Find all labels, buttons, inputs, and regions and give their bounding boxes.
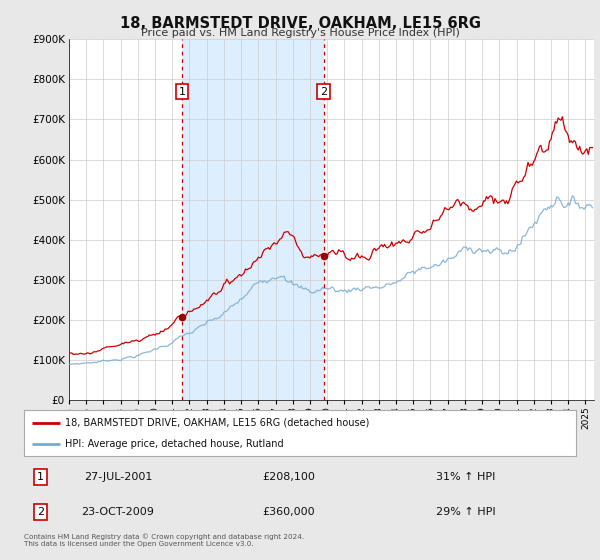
Text: 1: 1 [179, 87, 185, 96]
Text: 23-OCT-2009: 23-OCT-2009 [82, 507, 154, 517]
Text: 18, BARMSTEDT DRIVE, OAKHAM, LE15 6RG (detached house): 18, BARMSTEDT DRIVE, OAKHAM, LE15 6RG (d… [65, 418, 370, 428]
Text: 27-JUL-2001: 27-JUL-2001 [83, 472, 152, 482]
Text: 2: 2 [320, 87, 328, 96]
Text: HPI: Average price, detached house, Rutland: HPI: Average price, detached house, Rutl… [65, 439, 284, 449]
Text: Contains HM Land Registry data © Crown copyright and database right 2024.
This d: Contains HM Land Registry data © Crown c… [24, 533, 304, 547]
Text: 29% ↑ HPI: 29% ↑ HPI [436, 507, 496, 517]
Text: 31% ↑ HPI: 31% ↑ HPI [436, 472, 495, 482]
Text: 2: 2 [37, 507, 44, 517]
Bar [182, 39, 324, 400]
Text: 18, BARMSTEDT DRIVE, OAKHAM, LE15 6RG: 18, BARMSTEDT DRIVE, OAKHAM, LE15 6RG [119, 16, 481, 31]
Text: Price paid vs. HM Land Registry's House Price Index (HPI): Price paid vs. HM Land Registry's House … [140, 28, 460, 38]
Text: £208,100: £208,100 [263, 472, 316, 482]
Text: 1: 1 [37, 472, 44, 482]
Text: £360,000: £360,000 [263, 507, 315, 517]
